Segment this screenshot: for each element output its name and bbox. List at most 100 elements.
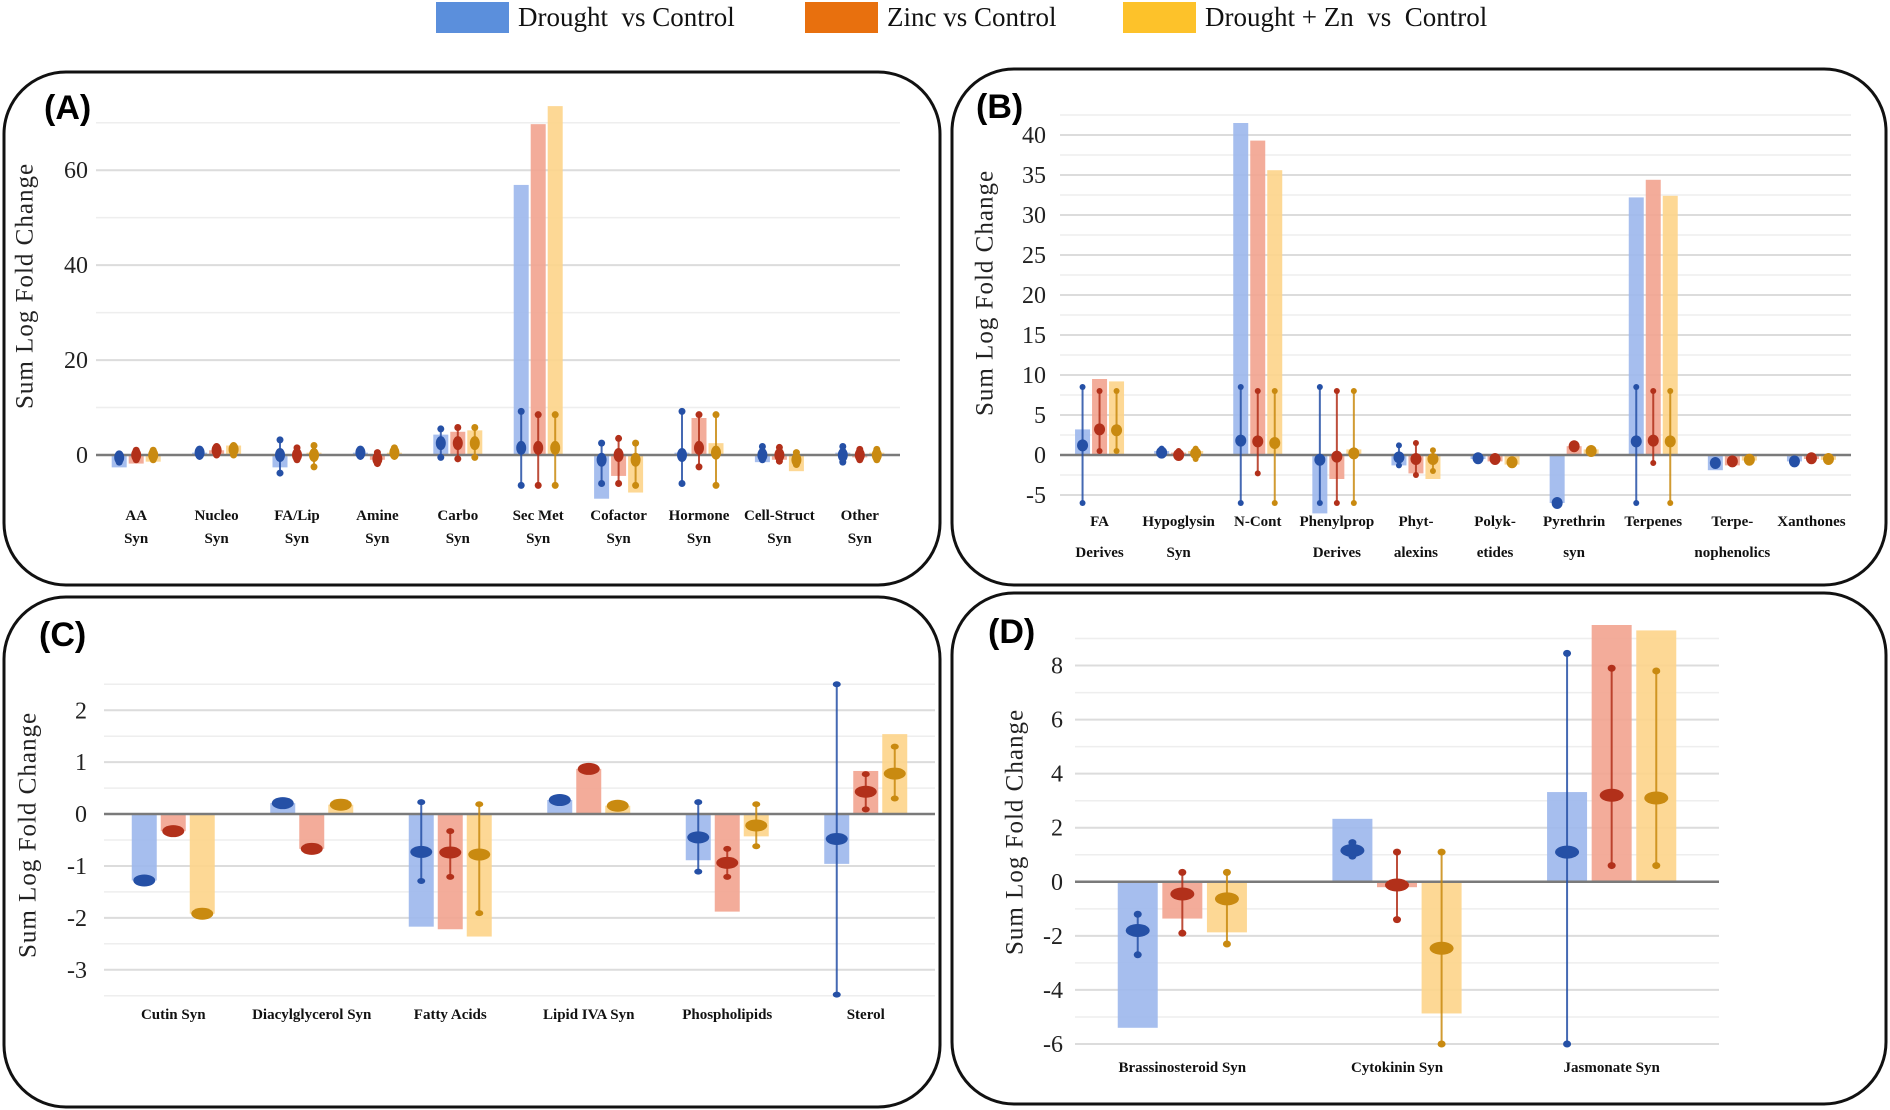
mean-point <box>1111 424 1123 437</box>
error-bar-max <box>471 423 479 431</box>
bar <box>1645 179 1661 456</box>
error-bar-min <box>1633 500 1640 506</box>
mean-point <box>435 436 446 451</box>
error-bar-max <box>1437 848 1446 856</box>
mean-point <box>1822 453 1834 465</box>
mean-point <box>194 445 205 460</box>
legend-item-zinc: Zinc vs Control <box>805 2 1057 33</box>
panel-frame <box>950 591 1888 1106</box>
panel-b: (B) Sum Log Fold Change -5 0 5 10 15 20 25 30 35 40… <box>950 67 1888 587</box>
mean-point <box>1709 457 1721 469</box>
x-category-label: Nucleo <box>195 508 239 524</box>
y-axis-title: Sum Log Fold Change <box>972 170 999 416</box>
error-bar-max <box>1650 388 1657 394</box>
mean-point <box>1170 887 1195 901</box>
error-bar-min <box>437 453 445 461</box>
error-bar-max <box>694 799 703 806</box>
x-category-label: Syn <box>124 531 149 547</box>
error-bar-max <box>276 436 284 444</box>
mean-point <box>550 440 561 455</box>
error-bar-max <box>1237 384 1244 390</box>
error-bar-max <box>475 801 484 808</box>
y-tick-label: 4 <box>1051 762 1063 788</box>
mean-point <box>329 798 352 811</box>
panel-frame <box>950 67 1888 587</box>
error-bar-min <box>1271 500 1278 506</box>
mean-point <box>114 450 125 465</box>
mean-point <box>630 452 641 467</box>
legend-label-drought-zn: Drought + Zn vs Control <box>1205 2 1488 32</box>
y-tick-label: 35 <box>1022 163 1046 189</box>
error-bar-max <box>1178 868 1187 876</box>
bar <box>513 184 529 456</box>
error-bar-min <box>1096 448 1103 454</box>
x-category-label: nophenolics <box>1694 545 1770 561</box>
error-bar-min <box>534 481 542 489</box>
y-tick-label: -5 <box>1026 483 1046 509</box>
panel-d: (D) Sum Log Fold Change -6 -4 -2 0 2 4 6 8 Brassin… <box>950 591 1888 1106</box>
legend-item-drought-zn: Drought + Zn vs Control <box>1123 2 1487 33</box>
error-bar-max <box>1633 384 1640 390</box>
x-category-label: syn <box>1563 545 1585 561</box>
x-category-label: Cofactor <box>590 508 647 524</box>
error-bar-min <box>446 873 455 880</box>
y-tick-label: 0 <box>75 802 87 828</box>
error-bar-min <box>598 480 606 488</box>
x-category-label: Sterol <box>847 1007 885 1023</box>
mean-point <box>1214 892 1239 906</box>
mean-point <box>1077 439 1089 452</box>
mean-point <box>1269 437 1281 449</box>
bar <box>1233 123 1249 455</box>
x-category-label: AA <box>125 508 147 524</box>
mean-point <box>1340 843 1365 857</box>
x-category-label: Amine <box>356 508 399 524</box>
mean-point <box>355 445 366 460</box>
bar <box>547 106 563 456</box>
mean-point <box>854 785 877 798</box>
error-bar-min <box>475 910 484 917</box>
bar <box>1250 140 1266 455</box>
error-bar-max <box>1079 384 1086 390</box>
x-category-label: Syn <box>446 531 471 547</box>
mean-point <box>1788 455 1800 468</box>
error-bar-min <box>1254 470 1261 477</box>
error-bar-max <box>1395 442 1402 449</box>
y-tick-label: 10 <box>1022 363 1046 389</box>
mean-point <box>791 452 802 467</box>
error-bar-max <box>551 411 559 419</box>
error-bar-max <box>723 845 732 852</box>
error-bar-max <box>695 411 703 419</box>
mean-point <box>577 762 600 775</box>
mean-point <box>1156 446 1168 459</box>
x-category-label: Phyt- <box>1398 514 1433 530</box>
mean-point <box>1555 845 1580 859</box>
error-bar-max <box>1254 388 1261 394</box>
mean-point <box>854 448 865 463</box>
mean-point <box>1599 788 1624 802</box>
y-tick-label: 0 <box>76 443 88 469</box>
mean-point <box>439 846 462 859</box>
x-category-label: Hormone <box>669 508 730 524</box>
mean-point <box>300 842 323 855</box>
mean-point <box>1489 453 1501 465</box>
x-category-label: Cell-Struct <box>744 508 815 524</box>
error-bar-min <box>712 481 720 489</box>
mean-point <box>162 825 185 838</box>
bar <box>1628 197 1644 455</box>
error-bar-min <box>1563 1040 1572 1048</box>
y-tick-label: 40 <box>1022 123 1046 149</box>
x-category-label: Syn <box>285 531 310 547</box>
y-tick-label: 20 <box>1022 283 1046 309</box>
x-category-label: Carbo <box>437 508 478 524</box>
x-category-label: Terpenes <box>1624 514 1682 530</box>
error-bar-min <box>632 481 640 489</box>
y-tick-label: -2 <box>67 906 87 932</box>
error-bar-min <box>1350 500 1357 506</box>
mean-point <box>1585 445 1597 457</box>
mean-point <box>745 819 768 832</box>
mean-point <box>883 767 906 780</box>
mean-point <box>1664 435 1676 448</box>
error-bar-min <box>1395 462 1402 469</box>
error-bar-max <box>310 442 318 450</box>
y-axis-title: Sum Log Fold Change <box>12 163 39 409</box>
